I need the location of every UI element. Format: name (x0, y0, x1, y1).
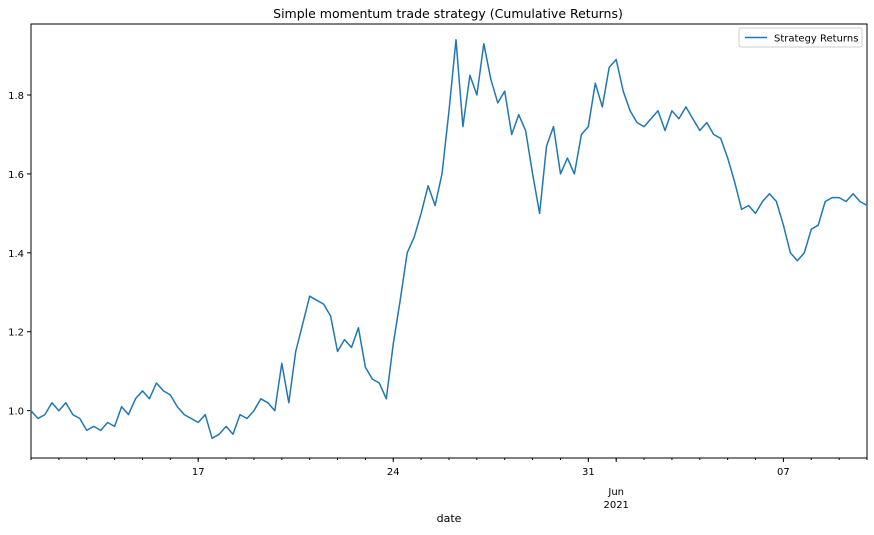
x-tick-label: Jun (607, 487, 624, 498)
x-axis-label: date (437, 512, 462, 525)
x-axis: 17 24 31 Jun 2021 07 (30, 458, 868, 511)
x-tick-label: 07 (777, 467, 790, 478)
legend-box (738, 27, 863, 48)
y-tick-label: 1.2 (8, 328, 24, 339)
plot-frame (30, 23, 868, 459)
chart-title: Simple momentum trade strategy (Cumulati… (273, 6, 623, 21)
y-tick-label: 1.8 (8, 91, 24, 102)
series-layer (30, 39, 868, 440)
y-tick-label: 1.0 (8, 407, 24, 418)
x-tick-label: 24 (387, 467, 400, 478)
legend: Strategy Returns (738, 27, 863, 48)
y-tick-label: 1.4 (8, 249, 24, 260)
x-tick-label: 17 (192, 467, 205, 478)
y-tick-label: 1.6 (8, 170, 24, 181)
y-axis: 1.0 1.2 1.4 1.6 1.8 (8, 91, 31, 418)
x-tick-sublabel: 2021 (603, 500, 628, 511)
legend-label: Strategy Returns (774, 34, 858, 45)
series-line (30, 39, 868, 440)
x-tick-label: 31 (582, 467, 595, 478)
